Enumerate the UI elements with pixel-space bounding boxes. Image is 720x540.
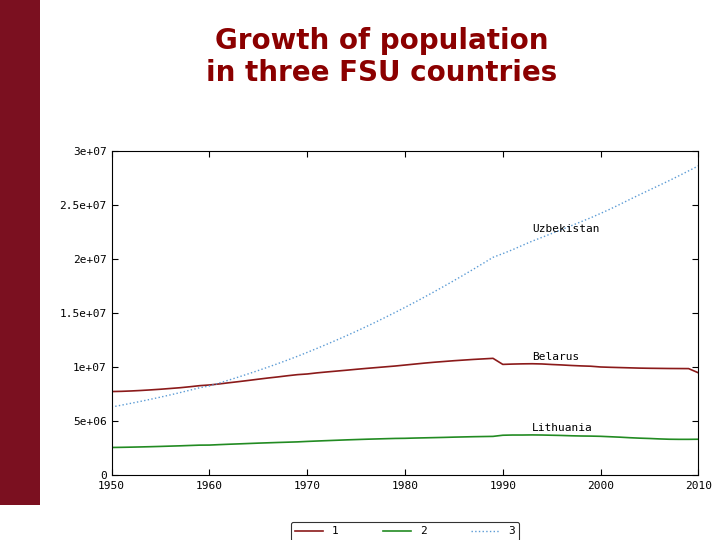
- Legend: 1, 2, 3: 1, 2, 3: [291, 522, 519, 540]
- Text: Belarus: Belarus: [532, 352, 580, 362]
- Text: Uzbekistan: Uzbekistan: [532, 224, 600, 234]
- Text: Growth of population
in three FSU countries: Growth of population in three FSU countr…: [206, 27, 557, 87]
- Text: Lithuania: Lithuania: [532, 423, 593, 433]
